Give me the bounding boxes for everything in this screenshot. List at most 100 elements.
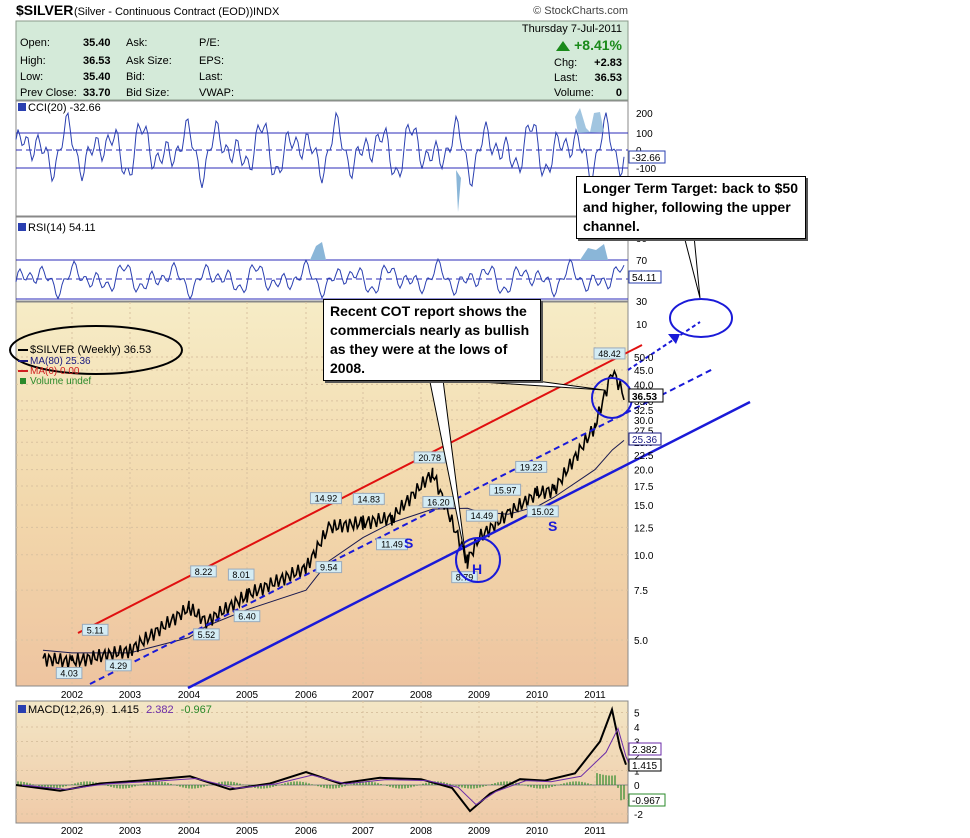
target-ellipse (669, 298, 733, 338)
price-tick: 22.5 (634, 451, 654, 462)
macd-tick: -2 (634, 810, 643, 821)
up-arrow-icon (556, 41, 570, 51)
annotation-box (81, 623, 109, 636)
pct-change: +8.41% (574, 37, 622, 53)
trend-arrow-icon (627, 321, 701, 371)
price-tick: 15.0 (634, 501, 654, 512)
arrowhead-icon (668, 334, 680, 344)
price-tick: 32.5 (634, 406, 654, 417)
price-tick: 17.5 (634, 482, 654, 493)
target-callout: Longer Term Target: back to $50 and high… (576, 176, 806, 239)
mid-channel-line (89, 368, 714, 685)
x-tick: 2003 (119, 826, 142, 837)
cci-tick: -100 (636, 164, 656, 175)
cci-tick: 200 (636, 109, 653, 120)
head-circle (455, 537, 501, 583)
ask-size-label: Ask Size: (126, 55, 172, 67)
prev-close-label: Prev Close: (20, 87, 77, 99)
description: (Silver - Continuous Contract (EOD)) (74, 6, 253, 18)
x-tick: 2011 (584, 826, 606, 837)
cci-value-tag (628, 150, 666, 164)
x-tick: 2002 (61, 690, 84, 701)
rsi-value-tag (628, 270, 662, 284)
upper-channel-line (77, 344, 643, 634)
last-label: Last: (554, 72, 578, 84)
x-tick: 2006 (295, 826, 318, 837)
ask-label: Ask: (126, 37, 147, 49)
x-tick: 2005 (236, 826, 259, 837)
prev-close-value: 33.70 (83, 87, 111, 99)
legend-price: $SILVER (Weekly) 36.53 (30, 344, 151, 356)
high-label: High: (20, 55, 46, 67)
price-tick: 5.0 (634, 636, 648, 647)
price-tick: 7.5 (634, 586, 648, 597)
annotation-value: 8.22 (195, 567, 213, 577)
quote-panel (15, 20, 629, 101)
signal-tag (628, 742, 662, 756)
target-callout-text: Longer Term Target: back to $50 and high… (583, 180, 798, 234)
quote-date: Thursday 7-Jul-2011 (522, 23, 622, 35)
last-mid-label: Last: (199, 71, 223, 83)
rsi-label: RSI(14) 54.11 (28, 222, 96, 234)
macd-label-prefix: MACD(12,26,9) (28, 704, 104, 716)
rsi-overbought-fill (310, 242, 326, 260)
rsi-tick: 30 (636, 297, 648, 308)
annotation-box (376, 538, 408, 551)
macd-label-value: 1.415 (111, 704, 139, 716)
macd-tick: 1 (634, 767, 640, 778)
annotation-value: 9.54 (320, 563, 338, 573)
high-value: 36.53 (83, 55, 111, 67)
macd-histogram (17, 773, 625, 801)
macd-tick: 4 (634, 723, 640, 734)
annotation-value: 5.11 (87, 625, 104, 635)
low-label: Low: (20, 71, 43, 83)
price-tick: 10.0 (634, 551, 654, 562)
right-shoulder-label: S (548, 518, 557, 534)
annotation-value: 4.03 (60, 669, 78, 679)
cci-overbought-fill (575, 108, 604, 133)
cci-tick: 100 (636, 129, 653, 140)
price-bars (42, 368, 625, 669)
annotation-value: 4.29 (110, 661, 128, 671)
annotation-value: 11.49 (381, 540, 403, 550)
annotation-box (190, 565, 217, 578)
chg-label: Chg: (554, 57, 577, 69)
target-pointer (683, 235, 701, 299)
vwap-label: VWAP: (199, 87, 234, 99)
price-annotations: 48.42 20.78 14.92 14.83 15.97 19.23 16.20 14.49… (55, 347, 626, 680)
rsi-overbought-fill (580, 244, 608, 260)
macd-label-hist: -0.967 (181, 704, 212, 716)
annotation-value: 48.42 (598, 349, 621, 359)
annotation-box (315, 561, 343, 574)
price-legend: $SILVER (Weekly) 36.53 MA(80) 25.36 MA(0… (9, 325, 183, 387)
annotation-box (593, 347, 626, 360)
volume-value: 0 (616, 87, 622, 99)
cci-panel: CCI(20) -32.66 200 100 0 -100 -32.66 (15, 100, 666, 217)
last-value: 36.53 (594, 72, 622, 84)
x-tick: 2009 (468, 690, 491, 701)
quote-fields: Open: 35.40 High: 36.53 Low: 35.40 Prev … (20, 23, 623, 99)
annotation-box (515, 460, 548, 473)
signal-tag-value: 2.382 (632, 745, 657, 756)
annotation-value: 15.02 (532, 507, 555, 517)
annotation-value: 5.52 (198, 630, 216, 640)
symbol: $SILVER (16, 2, 73, 18)
macd-label: MACD(12,26,9) 1.415 2.382 -0.967 (28, 704, 212, 716)
open-label: Open: (20, 37, 50, 49)
macd-tick: 5 (634, 709, 640, 720)
annotation-box (465, 509, 498, 522)
macd-line (15, 706, 627, 813)
macd-tag (628, 758, 662, 772)
legend-swatch (20, 378, 26, 384)
x-axis-top: 2002 2003 2004 2005 2006 2007 2008 2009 2010 2011 (61, 690, 606, 701)
annotation-box (526, 505, 559, 518)
eps-label: EPS: (199, 55, 224, 67)
last-price-tag (628, 388, 664, 403)
cci-line (15, 111, 625, 189)
annotation-value: 14.49 (471, 511, 494, 521)
x-tick: 2004 (178, 690, 201, 701)
rsi-icon (18, 223, 26, 231)
price-tick: 50.0 (634, 353, 654, 364)
chart-header: $SILVER (Silver - Continuous Contract (E… (16, 2, 628, 18)
